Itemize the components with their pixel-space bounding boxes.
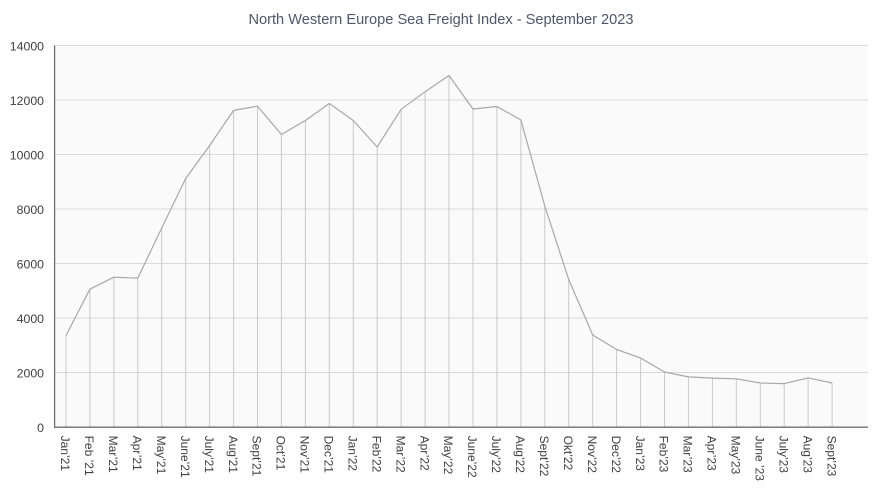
svg-text:Mar’22: Mar’22 — [393, 436, 407, 473]
svg-text:Feb ’21: Feb ’21 — [82, 436, 96, 476]
svg-text:2000: 2000 — [17, 367, 45, 381]
svg-text:Jan’23: Jan’23 — [633, 436, 647, 472]
svg-text:Oct’21: Oct’21 — [274, 436, 288, 471]
svg-text:0: 0 — [37, 421, 44, 435]
svg-text:Apr’21: Apr’21 — [130, 436, 144, 471]
svg-text:July’22: July’22 — [489, 436, 503, 474]
svg-text:Apr’23: Apr’23 — [705, 436, 719, 471]
svg-text:6000: 6000 — [17, 258, 45, 272]
svg-text:July’21: July’21 — [202, 436, 216, 474]
svg-text:Dec’21: Dec’21 — [322, 436, 336, 474]
svg-text:Aug’22: Aug’22 — [513, 436, 527, 474]
svg-text:June’21: June’21 — [178, 436, 192, 478]
svg-text:Dec’22: Dec’22 — [609, 436, 623, 474]
svg-text:Sept’23: Sept’23 — [824, 436, 838, 477]
svg-text:Sept’22: Sept’22 — [537, 436, 551, 477]
svg-text:8000: 8000 — [17, 203, 45, 217]
svg-text:North Western Europe Sea Freig: North Western Europe Sea Freight Index -… — [248, 12, 633, 28]
svg-text:Aug’23: Aug’23 — [800, 436, 814, 474]
svg-text:4000: 4000 — [17, 312, 45, 326]
svg-text:Mar’21: Mar’21 — [106, 436, 120, 473]
svg-text:Jan’21: Jan’21 — [58, 436, 72, 472]
svg-text:Aug’21: Aug’21 — [226, 436, 240, 474]
svg-text:Feb’22: Feb’22 — [369, 436, 383, 473]
svg-text:Nov’21: Nov’21 — [298, 436, 312, 474]
svg-text:June ’23: June ’23 — [753, 436, 767, 482]
svg-text:Apr’22: Apr’22 — [417, 436, 431, 471]
svg-text:12000: 12000 — [10, 94, 44, 108]
svg-text:Mar’23: Mar’23 — [681, 436, 695, 473]
svg-text:14000: 14000 — [10, 40, 44, 54]
svg-text:May’22: May’22 — [441, 436, 455, 475]
svg-text:Feb’23: Feb’23 — [657, 436, 671, 473]
svg-text:June’22: June’22 — [465, 436, 479, 478]
svg-text:Jan’22: Jan’22 — [346, 436, 360, 472]
svg-text:May’21: May’21 — [154, 436, 168, 475]
svg-text:Nov’22: Nov’22 — [585, 436, 599, 474]
svg-text:Okt’22: Okt’22 — [561, 436, 575, 471]
svg-text:May’23: May’23 — [729, 436, 743, 475]
svg-text:10000: 10000 — [10, 149, 44, 163]
svg-text:July’23: July’23 — [776, 436, 790, 474]
svg-text:Sept’21: Sept’21 — [250, 436, 264, 477]
